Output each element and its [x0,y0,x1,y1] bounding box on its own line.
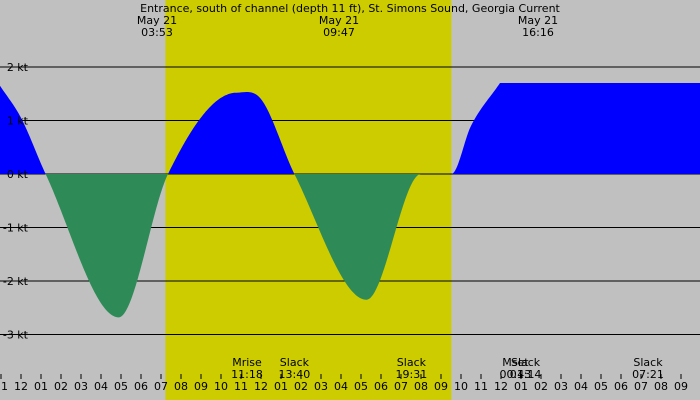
x-tick-label: 02 [534,380,548,393]
x-tick-label: 01 [274,380,288,393]
x-tick-label: 03 [314,380,328,393]
x-tick-label: 05 [354,380,368,393]
column-date-3: May 21 [518,14,558,27]
column-time-2: 09:47 [323,26,355,39]
x-tick-label: 07 [154,380,168,393]
column-time-3: 16:16 [522,26,554,39]
x-tick-label: 03 [554,380,568,393]
y-tick-label: 0 kt [7,168,29,181]
flood-current-area [0,83,700,174]
x-tick-label: 06 [614,380,628,393]
event-name: Mrise [232,356,262,369]
y-tick-label: 2 kt [7,61,29,74]
x-tick-label: 04 [94,380,108,393]
event-time: 00:43 [500,368,532,381]
x-axis: 11 12 01 02 03 04 05 06 07 08 09 10 11 12 01 02 03 04 05 06… [0,374,688,393]
x-tick-label: 09 [434,380,448,393]
x-tick-label: 08 [654,380,668,393]
y-tick-label: -1 kt [3,222,29,235]
x-tick-label: 05 [114,380,128,393]
x-tick-label: 04 [334,380,348,393]
column-time-1: 03:53 [141,26,173,39]
y-tick-label: -2 kt [3,275,29,288]
x-tick-label: 12 [14,380,28,393]
x-tick-label: 10 [214,380,228,393]
x-tick-label: 12 [494,380,508,393]
x-tick-label: 08 [174,380,188,393]
event-name: Slack [511,356,541,369]
y-tick-label: -3 kt [3,329,29,342]
event-name: Slack [280,356,310,369]
event-labels: Mset00:43Slack01:14Slack07:21Mrise11:18S… [231,356,664,381]
x-tick-label: 03 [74,380,88,393]
event-name: Slack [397,356,427,369]
column-date-1: May 21 [137,14,177,27]
event-time: 01:14 [510,368,542,381]
y-axis-labels: 2 kt 1 kt 0 kt -1 kt -2 kt -3 kt [3,61,29,342]
x-tick-label: 04 [574,380,588,393]
event-time: 19:31 [396,368,428,381]
x-tick-label: 11 [474,380,488,393]
x-tick-label: 07 [394,380,408,393]
x-tick-label: 07 [634,380,648,393]
event-time: 11:18 [231,368,263,381]
x-tick-label: 08 [414,380,428,393]
x-tick-label: 05 [594,380,608,393]
x-tick-label: 02 [54,380,68,393]
x-tick-label: 12 [254,380,268,393]
x-tick-label: 01 [514,380,528,393]
x-tick-label: 10 [454,380,468,393]
x-tick-label: 02 [294,380,308,393]
x-tick-label: 06 [374,380,388,393]
x-tick-label: 11 [0,380,8,393]
ebb-current-area [0,174,700,318]
y-tick-label: 1 kt [7,115,29,128]
chart-title: Entrance, south of channel (depth 11 ft)… [140,2,560,15]
x-tick-label: 11 [234,380,248,393]
event-name: Slack [633,356,663,369]
x-tick-label: 09 [674,380,688,393]
x-tick-label: 01 [34,380,48,393]
event-name: Mset [502,356,529,369]
x-tick-label: 09 [194,380,208,393]
column-date-2: May 21 [319,14,359,27]
x-tick-label: 06 [134,380,148,393]
event-time: 13:40 [279,368,311,381]
event-time: 07:21 [632,368,664,381]
